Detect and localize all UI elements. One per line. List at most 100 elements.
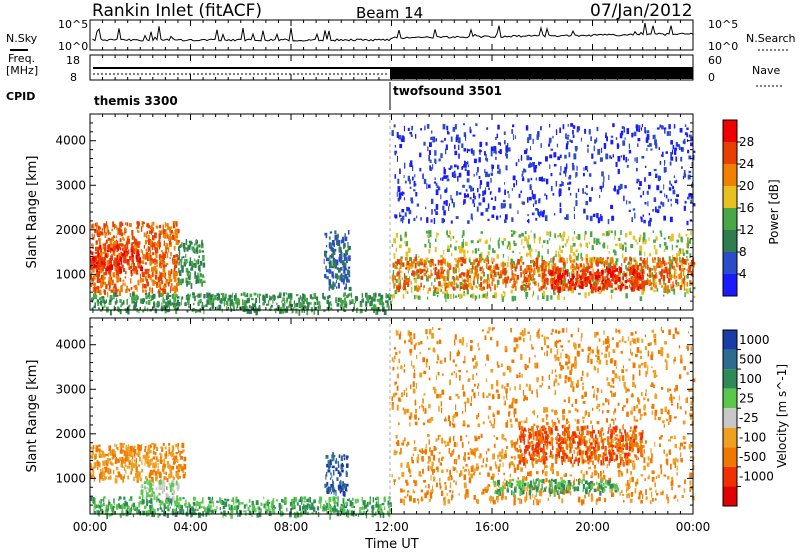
echo-cell bbox=[679, 128, 683, 133]
echo-cell bbox=[670, 156, 674, 161]
echo-cell bbox=[669, 259, 673, 264]
echo-cell bbox=[103, 243, 106, 246]
echo-cell bbox=[436, 232, 438, 238]
echo-cell bbox=[124, 282, 126, 287]
echo-cell bbox=[589, 271, 592, 276]
echo-cell bbox=[110, 461, 112, 465]
echo-cell bbox=[690, 136, 693, 140]
echo-cell bbox=[121, 253, 124, 257]
echo-cell bbox=[394, 145, 396, 148]
echo-cell bbox=[162, 255, 165, 259]
echo-cell bbox=[136, 257, 140, 262]
echo-cell bbox=[628, 261, 630, 264]
echo-cell bbox=[684, 292, 686, 298]
echo-cell bbox=[514, 285, 517, 291]
echo-cell bbox=[137, 251, 140, 256]
echo-cell bbox=[126, 285, 128, 289]
echo-cell bbox=[235, 496, 238, 501]
echo-cell bbox=[176, 495, 179, 500]
echo-cell bbox=[199, 275, 201, 278]
echo-cell bbox=[337, 484, 340, 490]
echo-cell bbox=[225, 512, 227, 517]
echo-cell bbox=[670, 284, 672, 289]
echo-cell bbox=[328, 286, 330, 291]
echo-cell bbox=[491, 257, 493, 263]
echo-cell bbox=[423, 178, 427, 185]
echo-cell bbox=[659, 124, 661, 128]
echo-cell bbox=[410, 200, 414, 204]
echo-cell bbox=[479, 266, 481, 272]
echo-cell bbox=[116, 306, 120, 312]
echo-cell bbox=[683, 205, 686, 211]
echo-cell bbox=[562, 245, 564, 248]
echo-cell bbox=[392, 277, 394, 284]
echo-cell bbox=[168, 473, 171, 479]
echo-cell bbox=[90, 257, 92, 264]
echo-cell bbox=[676, 199, 679, 205]
echo-cell bbox=[654, 276, 656, 282]
echo-cell bbox=[219, 299, 221, 304]
echo-cell bbox=[351, 292, 353, 298]
echo-cell bbox=[195, 247, 199, 253]
echo-cell bbox=[231, 301, 235, 307]
echo-cell bbox=[138, 265, 141, 269]
echo-cell bbox=[172, 258, 176, 262]
echo-cell bbox=[104, 281, 107, 285]
echo-cell bbox=[564, 166, 567, 173]
echo-cell bbox=[583, 172, 585, 177]
echo-cell bbox=[200, 501, 204, 504]
echo-cell bbox=[185, 277, 188, 283]
echo-cell bbox=[332, 250, 335, 254]
echo-cell bbox=[687, 266, 691, 273]
echo-cell bbox=[543, 178, 546, 182]
echo-cell bbox=[330, 483, 333, 488]
echo-cell bbox=[121, 457, 124, 462]
echo-cell bbox=[678, 145, 681, 149]
echo-cell bbox=[189, 293, 191, 297]
echo-cell bbox=[522, 245, 525, 249]
echo-cell bbox=[280, 306, 283, 309]
echo-cell bbox=[523, 168, 526, 172]
echo-cell bbox=[631, 133, 634, 136]
echo-cell bbox=[420, 128, 422, 131]
echo-cell bbox=[296, 502, 299, 506]
echo-cell bbox=[636, 125, 639, 132]
echo-cell bbox=[570, 265, 572, 270]
echo-cell bbox=[544, 283, 546, 287]
echo-cell bbox=[448, 281, 450, 288]
echo-cell bbox=[345, 274, 347, 278]
echo-cell bbox=[440, 288, 442, 292]
echo-cell bbox=[118, 228, 120, 235]
echo-cell bbox=[619, 133, 623, 139]
echo-cell bbox=[305, 297, 308, 303]
echo-cell bbox=[520, 155, 523, 161]
echo-cell bbox=[324, 254, 327, 258]
echo-cell bbox=[587, 276, 589, 281]
echo-cell bbox=[93, 462, 96, 469]
echo-cell bbox=[104, 289, 106, 296]
echo-cell bbox=[524, 269, 526, 273]
echo-cell bbox=[325, 455, 329, 459]
echo-cell bbox=[152, 279, 155, 286]
echo-cell bbox=[119, 309, 122, 315]
echo-cell bbox=[325, 265, 327, 270]
echo-cell bbox=[679, 256, 681, 263]
echo-cell bbox=[491, 168, 493, 172]
echo-cell bbox=[352, 505, 356, 508]
echo-cell bbox=[597, 257, 601, 263]
echo-cell bbox=[127, 475, 130, 480]
echo-cell bbox=[499, 142, 501, 146]
echo-cell bbox=[369, 496, 371, 500]
echo-cell bbox=[199, 269, 201, 273]
echo-cell bbox=[186, 309, 189, 313]
echo-cell bbox=[187, 502, 190, 508]
echo-cell bbox=[597, 287, 600, 292]
echo-cell bbox=[490, 151, 493, 157]
echo-cell bbox=[243, 292, 246, 296]
echo-cell bbox=[561, 181, 564, 186]
echo-cell bbox=[209, 292, 211, 296]
echo-cell bbox=[98, 307, 100, 310]
echo-cell bbox=[343, 491, 345, 497]
echo-cell bbox=[623, 271, 625, 274]
echo-cell bbox=[194, 276, 197, 279]
